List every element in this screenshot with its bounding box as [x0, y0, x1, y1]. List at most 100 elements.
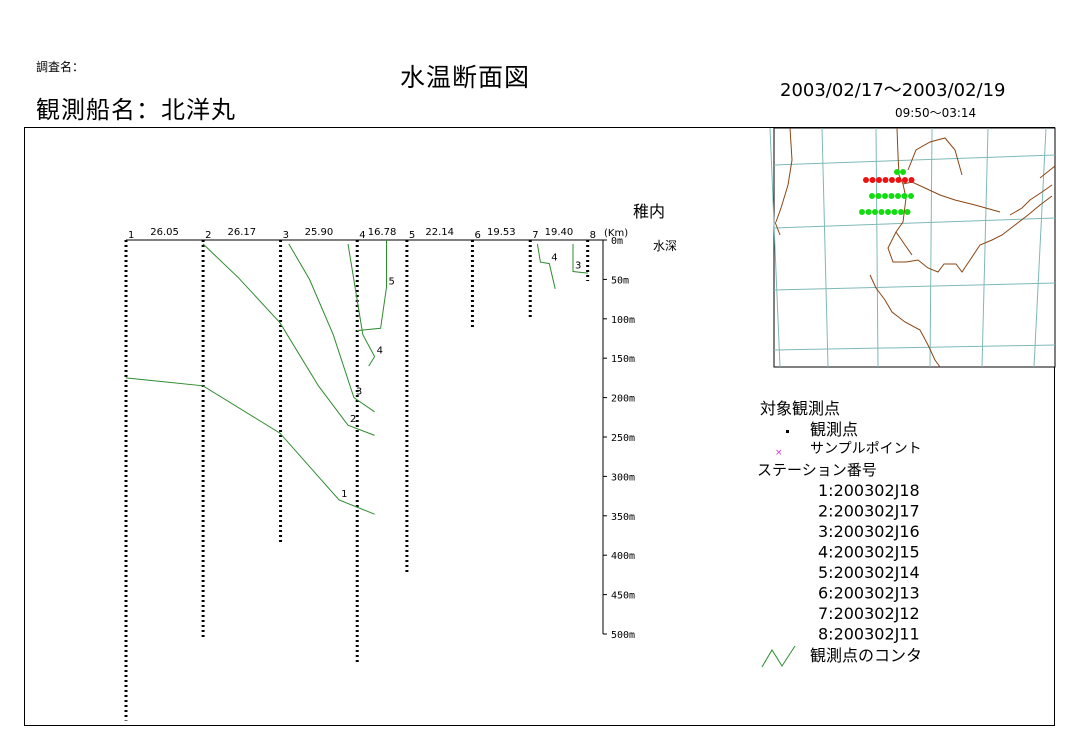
page-title: 水温断面図	[400, 63, 531, 92]
legend-title: 対象観測点	[760, 399, 840, 418]
distance-label: 25.90	[305, 227, 334, 238]
contour-4	[347, 243, 376, 367]
map-grid	[769, 127, 1056, 368]
station-id-label: 5	[409, 230, 415, 241]
station-id-label: 3	[283, 230, 289, 241]
station-id-label: 4	[359, 230, 365, 241]
depth-tick-label: 150m	[611, 354, 635, 365]
map-grid-line	[981, 127, 989, 368]
map-station-dot	[872, 209, 878, 215]
map-station-dot	[888, 193, 895, 199]
map-station-dot	[889, 177, 895, 183]
legend-contour: 観測点のコンタ	[810, 646, 922, 665]
legend-station-entry: 3:200302J16	[818, 522, 920, 541]
map-grid-line	[875, 127, 879, 368]
contour-label: 5	[388, 276, 394, 287]
depth-tick-label: 0m	[611, 236, 623, 247]
distance-label: 16.78	[368, 227, 397, 238]
contour-label: 1	[341, 489, 347, 500]
distance-label: 19.40	[545, 227, 574, 238]
station-id-label: 8	[590, 230, 596, 241]
map-station-dot	[882, 193, 888, 199]
map-grid-line	[929, 127, 933, 368]
section-name: 稚内	[633, 202, 665, 221]
map-station-dot	[875, 193, 882, 199]
map-station-dot	[878, 209, 885, 215]
depth-tick-label: 100m	[611, 315, 635, 326]
sample-point-marker: ×	[775, 448, 783, 458]
observation-point-marker	[786, 430, 789, 433]
depth-tick-label: 200m	[611, 394, 635, 405]
map-station-dot	[908, 177, 915, 183]
legend-station-entry: 2:200302J17	[818, 502, 920, 521]
contour-label: 4	[551, 253, 557, 264]
map-station-dot	[908, 193, 914, 199]
map-station-dot	[895, 193, 901, 199]
map-station-dot	[900, 169, 906, 175]
contour-label: 2	[350, 414, 356, 425]
contour-legend-symbol	[761, 645, 796, 668]
map-station-dot	[869, 177, 876, 183]
depth-tick-label: 50m	[611, 275, 629, 286]
location-map	[769, 127, 1056, 368]
contour-label: 4	[377, 346, 383, 357]
depth-tick-label: 250m	[611, 433, 635, 444]
depth-tick-label: 400m	[611, 551, 635, 562]
legend-station-entry: 4:200302J15	[818, 543, 920, 562]
station-id-label: 7	[532, 230, 538, 241]
legend-station-title: ステーション番号	[757, 461, 877, 479]
distance-unit: (Km)	[604, 228, 628, 239]
depth-tick-label: 350m	[611, 512, 635, 523]
map-station-dot	[885, 209, 891, 215]
survey-name-label: 調査名：	[36, 60, 85, 74]
depth-tick-label: 450m	[611, 591, 635, 602]
contour-label: 3	[356, 387, 362, 398]
legend-observation-point: 観測点	[810, 420, 858, 439]
distance-label: 19.53	[487, 227, 516, 238]
map-station-dot	[891, 209, 898, 215]
map-grid-line	[769, 127, 781, 368]
chart-frame	[24, 127, 1055, 726]
depth-tick-label: 500m	[611, 630, 635, 641]
map-station-dot	[898, 209, 904, 215]
depth-tick-label: 300m	[611, 472, 635, 483]
map-station-dot	[901, 193, 908, 199]
map-station-dot	[876, 177, 882, 183]
map-station-dot	[869, 193, 875, 199]
map-station-dot	[859, 209, 865, 215]
contour-4	[536, 243, 556, 290]
map-grid-line	[773, 344, 1056, 351]
map-station-dot	[894, 169, 900, 175]
map-grid-line	[821, 127, 829, 368]
legend-station-entry: 5:200302J14	[818, 563, 920, 582]
date-range: 2003/02/17～2003/02/19	[780, 80, 1006, 101]
legend-station-entry: 8:200302J11	[818, 625, 920, 644]
contour-1	[125, 377, 375, 515]
legend-station-entry: 7:200302J12	[818, 604, 920, 623]
map-station-dot	[863, 177, 869, 183]
legend-station-entry: 1:200302J18	[818, 481, 920, 500]
map-station-dot	[904, 209, 911, 215]
station-id-label: 2	[205, 230, 211, 241]
map-grid-line	[773, 154, 1056, 166]
station-id-label: 1	[128, 230, 134, 241]
map-station-dots	[859, 169, 915, 215]
contour-label: 3	[575, 261, 581, 272]
ship-name: 観測船名：北洋丸	[36, 96, 236, 124]
contour-3	[288, 243, 375, 413]
map-grid-line	[1033, 127, 1047, 368]
contour-3	[572, 243, 588, 274]
distance-label: 26.17	[228, 227, 257, 238]
legend-station-entry: 6:200302J13	[818, 584, 920, 603]
map-station-dot	[882, 177, 889, 183]
map-station-dot	[865, 209, 872, 215]
legend-sample-point: サンプルポイント	[810, 441, 922, 457]
distance-label: 26.05	[150, 227, 179, 238]
map-station-dot	[902, 177, 908, 183]
station-id-label: 6	[474, 230, 480, 241]
map-grid-line	[773, 282, 1056, 291]
time-range: 09:50～03:14	[895, 106, 977, 120]
contour-2	[202, 243, 375, 436]
depth-label: 水深	[653, 239, 677, 253]
